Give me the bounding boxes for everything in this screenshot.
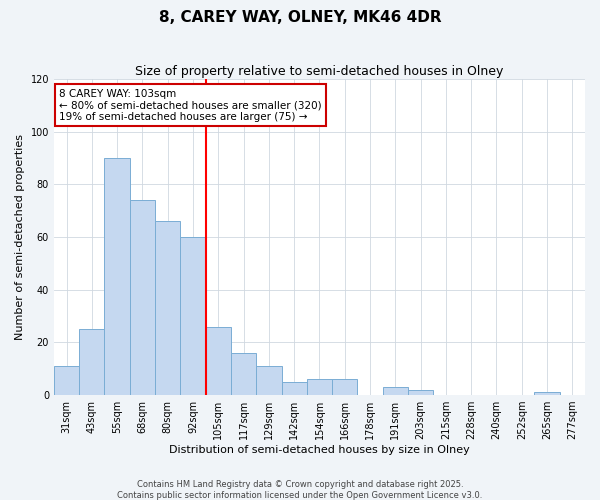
Bar bbox=[206, 326, 231, 395]
Bar bbox=[281, 382, 307, 395]
Bar bbox=[408, 390, 433, 395]
Bar bbox=[54, 366, 79, 395]
Bar bbox=[104, 158, 130, 395]
Bar bbox=[181, 237, 206, 395]
Bar bbox=[256, 366, 281, 395]
Bar bbox=[307, 380, 332, 395]
Text: 8 CAREY WAY: 103sqm
← 80% of semi-detached houses are smaller (320)
19% of semi-: 8 CAREY WAY: 103sqm ← 80% of semi-detach… bbox=[59, 88, 322, 122]
Bar bbox=[130, 200, 155, 395]
Bar bbox=[332, 380, 358, 395]
Bar bbox=[535, 392, 560, 395]
Bar bbox=[231, 353, 256, 395]
Y-axis label: Number of semi-detached properties: Number of semi-detached properties bbox=[15, 134, 25, 340]
Bar bbox=[383, 387, 408, 395]
Title: Size of property relative to semi-detached houses in Olney: Size of property relative to semi-detach… bbox=[135, 65, 503, 78]
Text: Contains HM Land Registry data © Crown copyright and database right 2025.
Contai: Contains HM Land Registry data © Crown c… bbox=[118, 480, 482, 500]
Bar bbox=[79, 330, 104, 395]
Bar bbox=[155, 222, 181, 395]
Text: 8, CAREY WAY, OLNEY, MK46 4DR: 8, CAREY WAY, OLNEY, MK46 4DR bbox=[158, 10, 442, 25]
X-axis label: Distribution of semi-detached houses by size in Olney: Distribution of semi-detached houses by … bbox=[169, 445, 470, 455]
